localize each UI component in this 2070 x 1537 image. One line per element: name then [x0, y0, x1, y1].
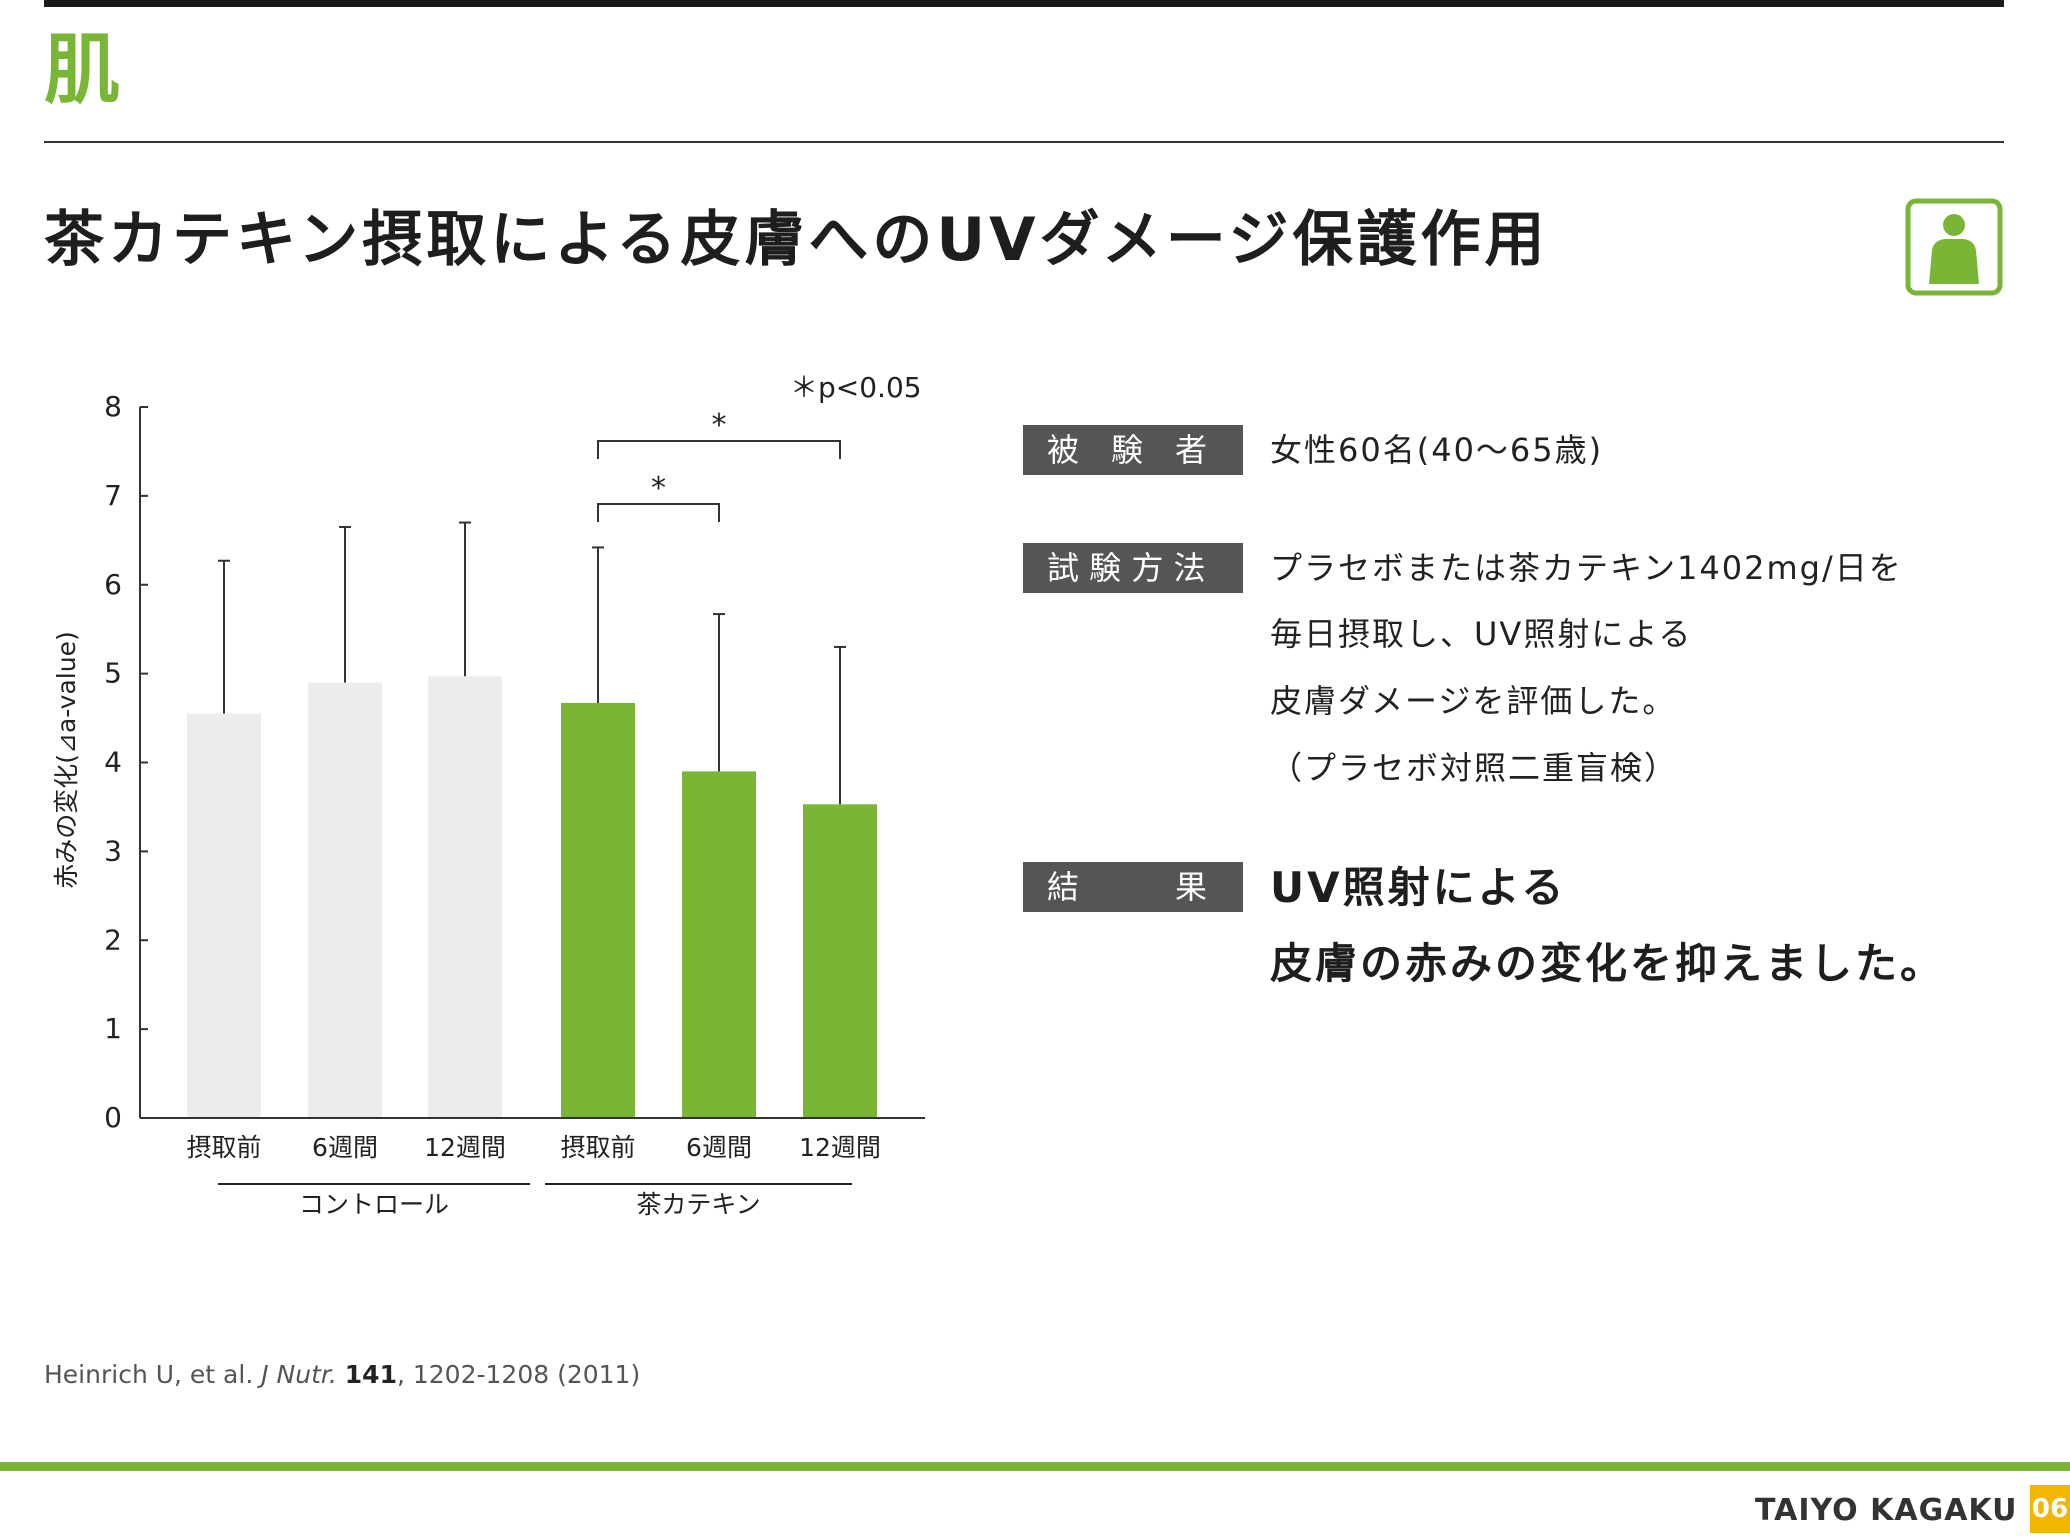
method-tag: 試 験 方 法: [1023, 543, 1243, 593]
footer-rule: [0, 1462, 2070, 1471]
x-tick-label-1: 6週間: [312, 1133, 378, 1162]
x-tick-label-2: 12週間: [424, 1133, 506, 1162]
significance-bracket-1: [597, 440, 841, 459]
y-tick-label-2: 2: [104, 923, 122, 956]
y-axis-label-text: 赤みの変化(⊿a-value): [52, 631, 81, 889]
group-label-0: コントロール: [299, 1190, 449, 1219]
result-line-1: UV照射による: [1270, 863, 1567, 912]
y-tick-label-7: 7: [104, 479, 122, 512]
group-label-1: 茶カテキン: [636, 1190, 760, 1219]
subjects-text: 女性60名(40～65歳): [1270, 431, 1604, 469]
citation-volume: 141: [344, 1360, 397, 1389]
citation-journal: J Nutr.: [261, 1360, 337, 1389]
y-tick-label-5: 5: [104, 657, 122, 690]
method-line-1: プラセボまたは茶カテキン1402mg/日を: [1270, 549, 1903, 587]
page-number-badge: 06: [2030, 1485, 2070, 1533]
person-icon: [1905, 198, 2003, 296]
result-line-2: 皮膚の赤みの変化を抑えました。: [1270, 939, 1946, 988]
significance-note: ＊p<0.05: [790, 371, 922, 404]
top-rule: [44, 0, 2004, 7]
citation: Heinrich U, et al. J Nutr. 141, 1202-120…: [44, 1360, 640, 1389]
bar-1: [308, 682, 382, 1118]
bar-2: [428, 676, 502, 1118]
bar-3: [561, 702, 635, 1118]
y-tick-label-0: 0: [104, 1101, 122, 1134]
bar-0: [187, 713, 261, 1118]
y-tick-label-8: 8: [104, 390, 122, 423]
method-line-4: （プラセボ対照二重盲検）: [1270, 749, 1679, 787]
x-tick-label-0: 摂取前: [186, 1133, 261, 1162]
section-divider: [44, 141, 2004, 143]
subjects-tag: 被 験 者: [1023, 425, 1243, 475]
citation-authors: Heinrich U, et al.: [44, 1360, 262, 1389]
page-title: 茶カテキン摂取による皮膚へのUVダメージ保護作用: [44, 205, 1549, 275]
y-tick-label-6: 6: [104, 568, 122, 601]
y-tick-label-3: 3: [104, 834, 122, 867]
significance-bracket-0: [597, 503, 720, 522]
method-line-2: 毎日摂取し、UV照射による: [1270, 615, 1693, 653]
citation-pages: , 1202-1208 (2011): [396, 1360, 641, 1389]
result-tag: 結 果: [1023, 862, 1243, 912]
bar-5: [803, 804, 877, 1118]
y-tick-label-4: 4: [104, 746, 122, 779]
x-tick-label-3: 摂取前: [560, 1133, 635, 1162]
brand-logo: TAIYO KAGAKU: [1755, 1493, 2018, 1528]
y-tick-label-1: 1: [104, 1012, 122, 1045]
x-tick-label-5: 12週間: [799, 1133, 881, 1162]
method-line-3: 皮膚ダメージを評価した。: [1270, 682, 1677, 720]
bar-4: [682, 771, 756, 1118]
section-title: 肌: [44, 25, 120, 114]
significance-star-0: *: [651, 471, 666, 506]
x-tick-label-4: 6週間: [686, 1133, 752, 1162]
significance-star-1: *: [712, 408, 727, 443]
